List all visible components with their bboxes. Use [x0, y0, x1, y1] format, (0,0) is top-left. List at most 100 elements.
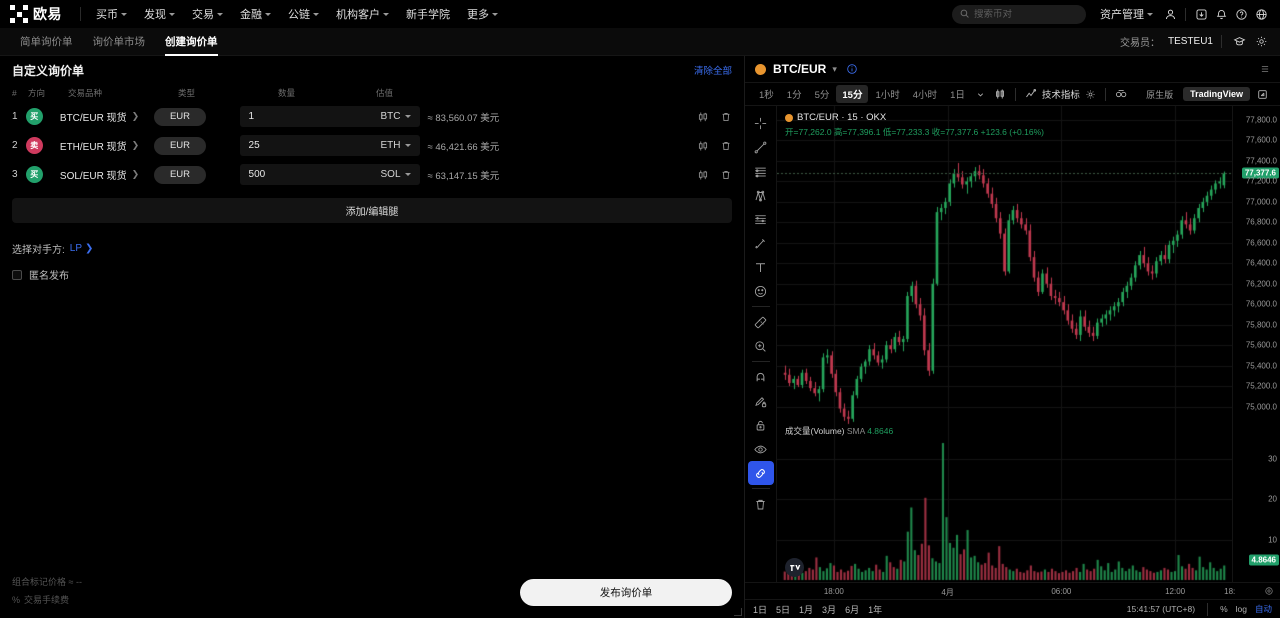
range-6mo[interactable]: 6月	[845, 604, 860, 615]
type-pill[interactable]: EUR	[153, 107, 206, 126]
emoji-icon[interactable]	[748, 279, 774, 303]
row-symbol-selector[interactable]: BTC/EUR 现货 ❯	[60, 109, 154, 124]
resize-handle[interactable]	[734, 608, 742, 616]
nav-item-trade[interactable]: 交易	[185, 2, 230, 26]
time-axis[interactable]: 18:00 4月 06:00 12:00 18:	[745, 582, 1280, 599]
indicators-label[interactable]: 技术指标	[1041, 90, 1080, 101]
compare-icon[interactable]	[1111, 89, 1132, 100]
gear-icon[interactable]	[1252, 33, 1270, 51]
tab-rfq-market[interactable]: 询价单市场	[83, 28, 156, 56]
candlestick-icon[interactable]	[697, 111, 709, 123]
counterparty-value[interactable]: LP	[69, 243, 83, 254]
row-direction[interactable]: 买	[25, 108, 60, 125]
quantity-input[interactable]	[248, 111, 381, 122]
timeframe-4h[interactable]: 4小时	[912, 90, 938, 101]
candlestick-icon[interactable]	[697, 169, 709, 181]
okx-logo[interactable]: 欧易	[10, 4, 62, 24]
chart-header-menu[interactable]	[1260, 64, 1270, 74]
view-mode-native[interactable]: 原生版	[1146, 89, 1174, 100]
bell-icon[interactable]	[1212, 5, 1230, 23]
lock-icon[interactable]	[748, 413, 774, 437]
direction-badge-buy[interactable]: 买	[25, 108, 43, 125]
axis-settings-icon[interactable]	[1262, 583, 1276, 599]
link-icon[interactable]	[747, 461, 774, 485]
row-direction[interactable]: 卖	[25, 137, 60, 154]
graduation-cap-icon[interactable]	[1230, 33, 1248, 51]
search-box[interactable]	[952, 4, 1086, 24]
user-icon[interactable]	[1161, 5, 1179, 23]
gear-icon[interactable]	[1081, 89, 1100, 100]
nav-item-more[interactable]: 更多	[460, 2, 505, 26]
candlestick-icon[interactable]	[697, 140, 709, 152]
row-direction[interactable]: 买	[25, 166, 60, 183]
delete-icon[interactable]	[720, 111, 732, 123]
quantity-unit-selector[interactable]: ETH	[381, 140, 411, 151]
percent-scale-button[interactable]: %	[1220, 604, 1228, 614]
quantity-unit-selector[interactable]: SOL	[381, 169, 411, 180]
text-icon[interactable]	[748, 255, 774, 279]
delete-icon[interactable]	[720, 169, 732, 181]
view-mode-tradingview[interactable]: TradingView	[1183, 87, 1250, 101]
range-1d[interactable]: 1日	[753, 604, 768, 615]
nav-item-chain[interactable]: 公链	[281, 2, 326, 26]
quantity-unit-selector[interactable]: BTC	[381, 111, 411, 122]
timeframe-1m[interactable]: 1分	[786, 90, 802, 101]
nav-item-discover[interactable]: 发现	[137, 2, 182, 26]
tab-simple-rfq[interactable]: 简单询价单	[10, 28, 83, 56]
direction-badge-buy[interactable]: 买	[25, 166, 43, 183]
nav-item-asset-management[interactable]: 资产管理	[1094, 2, 1159, 26]
chevron-right-icon[interactable]: ❯	[85, 243, 94, 254]
info-icon[interactable]	[846, 63, 858, 75]
direction-badge-sell[interactable]: 卖	[25, 137, 43, 154]
add-edit-leg-button[interactable]: 添加/编辑腿	[12, 198, 732, 223]
timeframe-5m[interactable]: 5分	[814, 90, 830, 101]
delete-icon[interactable]	[720, 140, 732, 152]
range-5d[interactable]: 5日	[776, 604, 791, 615]
quantity-input[interactable]	[248, 140, 381, 151]
tab-create-rfq[interactable]: 创建询价单	[155, 28, 228, 56]
range-3mo[interactable]: 3月	[822, 604, 837, 615]
ruler-icon[interactable]	[748, 310, 774, 334]
range-1y[interactable]: 1年	[868, 604, 883, 615]
zoom-icon[interactable]	[748, 334, 774, 358]
anonymous-publish-checkbox[interactable]: 匿名发布	[12, 267, 732, 282]
publish-rfq-button[interactable]: 发布询价单	[520, 579, 732, 606]
type-pill[interactable]: EUR	[153, 165, 206, 184]
download-icon[interactable]	[1192, 5, 1210, 23]
timeframe-1h[interactable]: 1小时	[875, 90, 900, 101]
chart-plot-area[interactable]: BTC/EUR · 15 · OKX 开=77,262.0 高=77,396.1…	[777, 106, 1232, 582]
quantity-field[interactable]: ETH	[239, 135, 420, 156]
trendline-icon[interactable]	[748, 135, 774, 159]
timeframe-1s[interactable]: 1秒	[759, 90, 774, 101]
help-icon[interactable]	[1232, 5, 1250, 23]
timeframe-15m[interactable]: 15分	[836, 85, 869, 103]
quantity-input[interactable]	[248, 169, 381, 180]
timeframe-1d[interactable]: 1日	[950, 90, 965, 101]
price-axis[interactable]: 77,377.6 4.8646 77,800.0 77,600.0 77,400.0…	[1232, 106, 1280, 582]
checkbox-icon[interactable]	[12, 269, 22, 280]
clear-all-button[interactable]: 清除全部	[693, 66, 732, 77]
quantity-field[interactable]: BTC	[239, 106, 420, 127]
pitchfork-icon[interactable]	[748, 183, 774, 207]
chevron-down-icon[interactable]	[972, 90, 989, 99]
search-input[interactable]	[974, 8, 1078, 20]
nav-item-institutional[interactable]: 机构客户	[329, 2, 396, 26]
quantity-field[interactable]: SOL	[239, 164, 420, 185]
fib-retracement-icon[interactable]	[748, 207, 774, 231]
fullscreen-icon[interactable]	[1253, 89, 1272, 100]
nav-item-buy-crypto[interactable]: 买币	[89, 2, 134, 26]
range-1mo[interactable]: 1月	[799, 604, 814, 615]
horizontal-lines-icon[interactable]	[748, 159, 774, 183]
magnet-icon[interactable]	[748, 365, 774, 389]
auto-scale-button[interactable]: 自动	[1254, 604, 1272, 614]
nav-item-finance[interactable]: 金融	[233, 2, 278, 26]
chart-type-icon[interactable]	[990, 88, 1010, 100]
indicator-icon[interactable]	[1021, 88, 1041, 100]
candlestick-canvas[interactable]	[777, 106, 1232, 582]
crosshair-icon[interactable]	[748, 111, 774, 135]
row-symbol-selector[interactable]: ETH/EUR 现货 ❯	[60, 138, 154, 153]
globe-icon[interactable]	[1252, 5, 1270, 23]
trash-icon[interactable]	[748, 492, 774, 516]
log-scale-button[interactable]: log	[1235, 604, 1247, 614]
nav-item-academy[interactable]: 新手学院	[399, 2, 457, 26]
